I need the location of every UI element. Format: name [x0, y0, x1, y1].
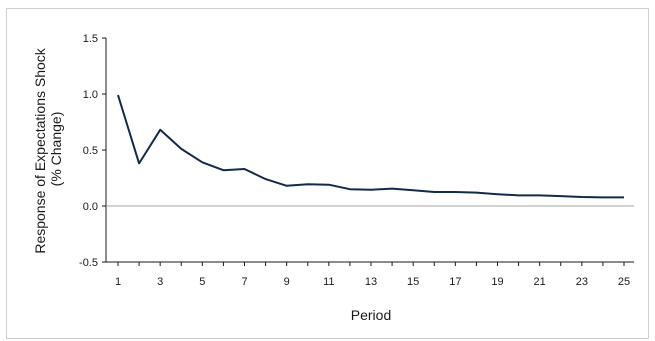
y-tick-label: -0.5: [79, 257, 98, 269]
chart-frame: [6, 8, 649, 339]
x-tick-label: 9: [284, 276, 290, 288]
y-tick-label: 0.5: [83, 145, 98, 157]
y-tick-label: 0.0: [83, 201, 98, 213]
x-tick-label: 15: [407, 276, 419, 288]
y-axis-label-line-2: (% Change): [48, 112, 64, 187]
x-tick-label: 7: [241, 276, 247, 288]
y-tick-label: 1.5: [83, 33, 98, 45]
x-tick-label: 21: [534, 276, 546, 288]
x-tick-label: 23: [576, 276, 588, 288]
y-axis-label-line-1: Response of Expectations Shock: [32, 47, 48, 253]
x-tick-label: 1: [115, 276, 121, 288]
x-tick-label: 17: [449, 276, 461, 288]
x-tick-label: 13: [365, 276, 377, 288]
x-tick-label: 5: [199, 276, 205, 288]
y-tick-label: 1.0: [83, 89, 98, 101]
series-layer: [117, 94, 624, 199]
x-axis-label: Period: [351, 307, 391, 323]
x-tick-label: 19: [491, 276, 503, 288]
series-line: [117, 94, 624, 199]
tick-labels: -0.50.00.51.01.51 3 5 7 9 11 13 15 17 19 21 23 25: [79, 33, 630, 288]
x-tick-label: 3: [157, 276, 163, 288]
x-tick-label: 11: [323, 276, 334, 288]
x-tick-label: 25: [618, 276, 630, 288]
y-axis-label: Response of Expectations Shock (% Change…: [32, 44, 64, 253]
axes: [105, 38, 634, 263]
